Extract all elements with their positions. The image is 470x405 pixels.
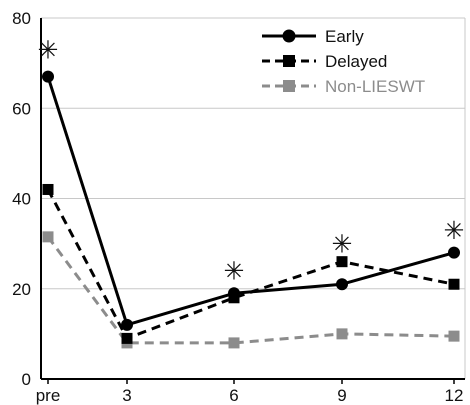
legend-item: Early <box>262 27 364 46</box>
axes <box>40 17 466 384</box>
series-early <box>42 70 460 331</box>
series-line <box>46 188 455 340</box>
series-line <box>46 76 455 327</box>
data-point <box>42 70 54 83</box>
legend-marker <box>283 55 295 67</box>
x-tick-label: 12 <box>445 386 464 405</box>
legend-marker <box>283 80 295 92</box>
x-tick-label: pre <box>36 386 61 405</box>
legend: Early Delayed Non-LIESWT <box>262 27 425 96</box>
y-tick-label: 80 <box>12 9 31 28</box>
annotations: ✳ ✳ ✳ ✳ <box>38 36 465 286</box>
gridlines <box>41 17 465 290</box>
data-point <box>336 278 348 291</box>
series-line <box>46 235 455 345</box>
data-point <box>42 231 54 243</box>
data-point <box>336 256 348 268</box>
legend-marker <box>282 29 296 43</box>
series-layer <box>42 70 460 349</box>
x-tick-label: 3 <box>122 386 131 405</box>
tick-labels: 0 20 40 60 80 pre 3 6 9 12 <box>12 9 463 405</box>
legend-item: Delayed <box>262 52 387 71</box>
y-tick-label: 60 <box>12 99 31 118</box>
data-point <box>448 330 460 342</box>
data-point <box>228 287 240 300</box>
data-point <box>121 332 133 344</box>
series-delayed <box>42 183 460 344</box>
y-tick-label: 40 <box>12 190 31 209</box>
legend-item: Non-LIESWT <box>262 77 425 96</box>
x-tick-label: 9 <box>337 386 346 405</box>
data-point <box>448 246 460 259</box>
legend-label: Early <box>325 27 364 46</box>
data-point <box>42 183 54 195</box>
data-point <box>336 328 348 340</box>
significance-asterisk: ✳ <box>332 230 353 259</box>
legend-label: Delayed <box>325 52 387 71</box>
data-point <box>228 337 240 349</box>
significance-asterisk: ✳ <box>444 216 465 245</box>
legend-label: Non-LIESWT <box>325 77 425 96</box>
data-point <box>121 318 133 331</box>
y-tick-label: 20 <box>12 280 31 299</box>
data-point <box>448 278 460 290</box>
series-non-lieswt <box>42 231 460 349</box>
y-tick-label: 0 <box>22 370 31 389</box>
x-tick-label: 6 <box>229 386 238 405</box>
significance-asterisk: ✳ <box>224 257 245 286</box>
significance-asterisk: ✳ <box>38 36 59 65</box>
